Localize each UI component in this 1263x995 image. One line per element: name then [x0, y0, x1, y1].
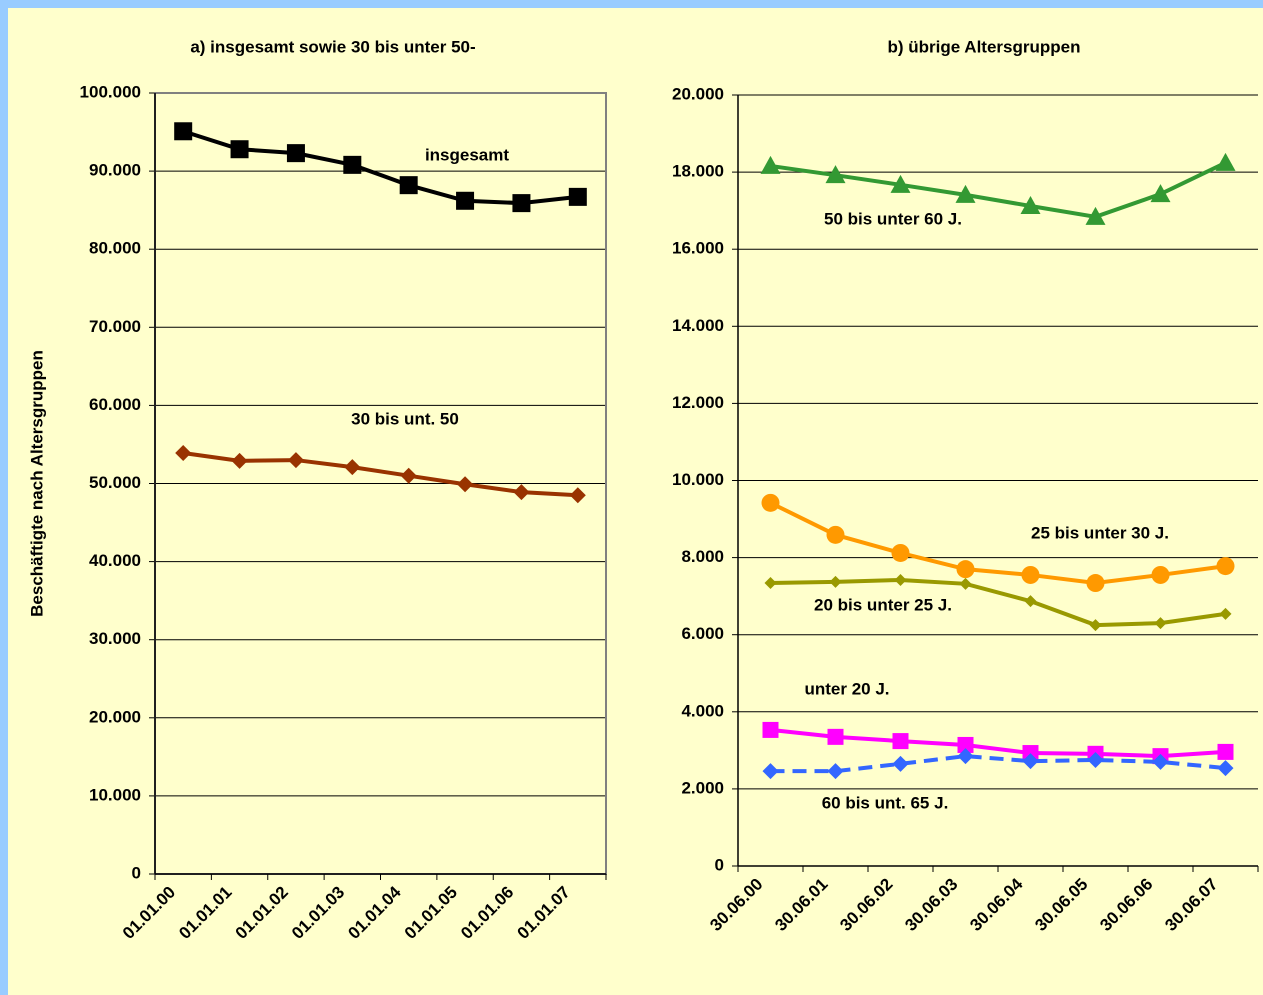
marker [287, 452, 304, 469]
y-tick-label: 20.000 [89, 707, 141, 726]
y-tick-label: 70.000 [89, 317, 141, 336]
y-tick-label: 12.000 [672, 393, 724, 412]
y-tick-label: 8.000 [681, 547, 724, 566]
chart-title: a) insgesamt sowie 30 bis unter 50- [190, 37, 475, 56]
series-label: unter 20 J. [804, 679, 889, 698]
marker [1152, 753, 1169, 770]
series-label: insgesamt [425, 145, 509, 164]
marker [1022, 753, 1039, 770]
y-tick-label: 6.000 [681, 624, 724, 643]
marker [286, 144, 305, 163]
y-tick-label: 10.000 [672, 470, 724, 489]
y-tick-label: 14.000 [672, 316, 724, 335]
marker [174, 122, 193, 141]
series-line [770, 577, 1226, 628]
y-tick-label: 0 [715, 855, 724, 874]
y-axis-label: Beschäftigte nach Altersgruppen [27, 350, 46, 617]
marker [826, 525, 845, 544]
marker [1154, 617, 1167, 630]
series-line [182, 129, 579, 206]
y-tick-label: 4.000 [681, 701, 724, 720]
marker [892, 755, 909, 772]
series-label: 30 bis unt. 50 [351, 409, 459, 428]
marker [1022, 745, 1039, 762]
panel [8, 8, 1263, 995]
y-tick-label: 0 [132, 863, 141, 882]
marker [1024, 595, 1037, 608]
marker [1086, 574, 1105, 593]
marker [829, 575, 842, 588]
series-label: 60 bis unt. 65 J. [822, 793, 949, 812]
marker [890, 174, 911, 193]
marker [891, 543, 910, 562]
marker [1217, 743, 1234, 760]
marker [344, 459, 361, 476]
marker [959, 577, 972, 590]
marker [955, 184, 976, 203]
series-line [769, 501, 1226, 586]
series-label: 20 bis unter 25 J. [814, 595, 952, 614]
y-tick-label: 30.000 [89, 629, 141, 648]
y-tick-label: 20.000 [672, 84, 724, 103]
marker [894, 573, 907, 586]
marker [1215, 152, 1236, 171]
marker [1217, 760, 1234, 777]
marker [175, 445, 192, 462]
chart-title: b) übrige Altersgruppen [888, 37, 1081, 56]
marker [456, 191, 475, 210]
marker [1089, 619, 1102, 632]
marker [825, 165, 846, 184]
y-tick-label: 40.000 [89, 551, 141, 570]
y-tick-label: 16.000 [672, 239, 724, 258]
series-line [770, 727, 1226, 759]
marker [1216, 557, 1235, 576]
series-line [770, 754, 1226, 774]
marker [457, 476, 474, 493]
marker [764, 577, 777, 590]
marker [231, 452, 248, 469]
marker [957, 748, 974, 765]
y-tick-label: 50.000 [89, 473, 141, 492]
marker [1020, 196, 1041, 215]
y-tick-label: 10.000 [89, 785, 141, 804]
marker [568, 187, 587, 206]
marker [513, 484, 530, 501]
marker [762, 721, 779, 738]
marker [827, 763, 844, 780]
marker [760, 155, 781, 174]
marker [1151, 565, 1170, 584]
marker [1219, 607, 1232, 620]
marker [762, 763, 779, 780]
marker [400, 467, 417, 484]
y-tick-label: 60.000 [89, 395, 141, 414]
y-tick-label: 80.000 [89, 239, 141, 258]
y-tick-label: 100.000 [80, 82, 141, 101]
marker [956, 560, 975, 579]
y-tick-label: 18.000 [672, 162, 724, 181]
series-line [770, 161, 1227, 219]
marker [957, 736, 974, 753]
series-label: 50 bis unter 60 J. [824, 209, 962, 228]
marker [1087, 751, 1104, 768]
marker [512, 194, 531, 213]
marker [892, 733, 909, 750]
marker [761, 493, 780, 512]
series-label: 25 bis unter 30 J. [1031, 523, 1169, 542]
marker [1085, 206, 1106, 225]
marker [399, 176, 418, 195]
marker [230, 140, 249, 159]
marker [569, 487, 586, 504]
marker [343, 155, 362, 174]
marker [1021, 565, 1040, 584]
y-tick-label: 2.000 [681, 778, 724, 797]
y-tick-label: 90.000 [89, 161, 141, 180]
marker [1150, 184, 1171, 203]
series-line [182, 451, 578, 498]
marker [827, 728, 844, 745]
